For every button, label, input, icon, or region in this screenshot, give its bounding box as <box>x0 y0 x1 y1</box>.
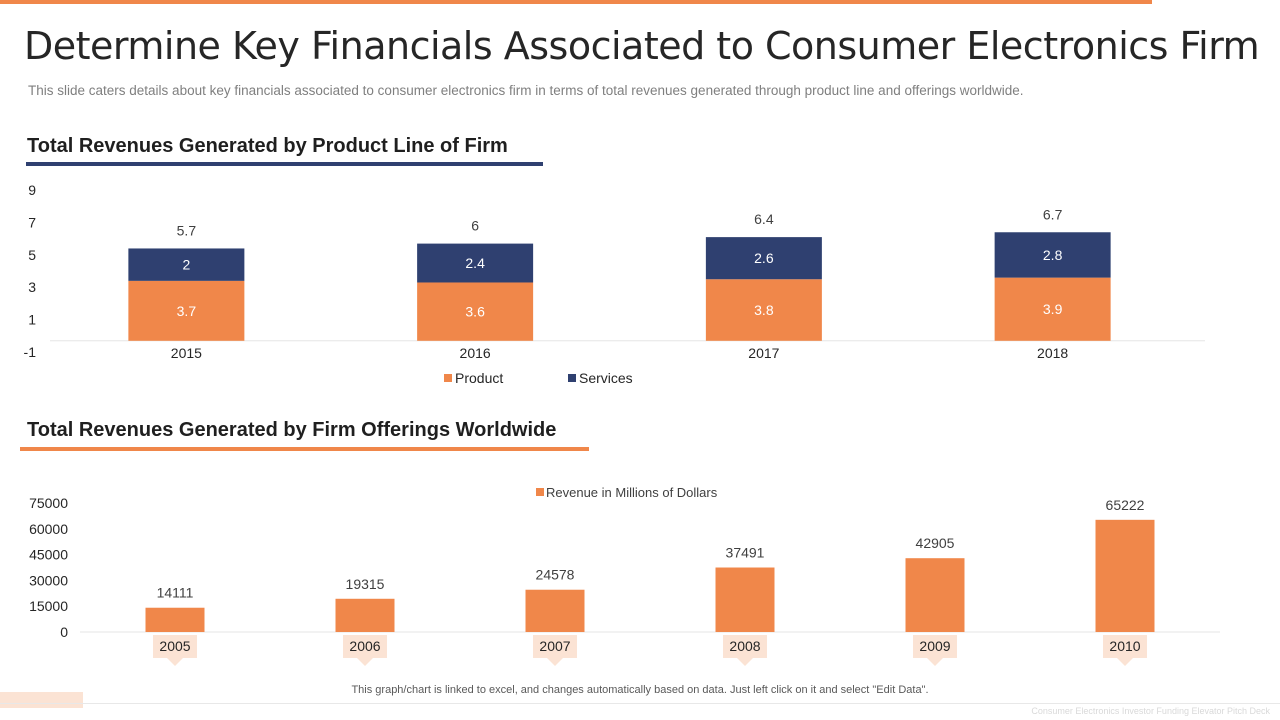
data-label-product: 3.6 <box>465 304 485 320</box>
footer-accent <box>0 692 83 708</box>
y-tick-label: 3 <box>28 279 36 295</box>
x-tick-label: 2016 <box>460 345 491 361</box>
x-tick-label: 2015 <box>171 345 202 361</box>
bar-services-2018 <box>994 232 1111 278</box>
legend-label-revenue: Revenue in Millions of Dollars <box>546 485 718 500</box>
bar-services-2015 <box>128 248 245 281</box>
offerings-title-underline <box>20 447 589 451</box>
y-tick-label: 15000 <box>29 598 68 614</box>
data-label: 14111 <box>157 585 194 601</box>
legend-swatch-product <box>444 374 452 382</box>
y-tick-label: 9 <box>28 182 36 198</box>
data-label: 24578 <box>536 567 575 583</box>
bar-2010 <box>1095 519 1155 632</box>
x-tick-label: 2008 <box>729 638 760 654</box>
footer-divider <box>0 703 1280 704</box>
bar-product-2017 <box>705 279 822 341</box>
data-label-product: 3.8 <box>754 302 774 318</box>
x-tick-label: 2018 <box>1037 345 1068 361</box>
data-label: 37491 <box>726 545 765 561</box>
data-label: 42905 <box>916 535 955 551</box>
page-subtitle: This slide caters details about key fina… <box>28 83 1024 98</box>
total-label: 6.4 <box>754 211 774 227</box>
category-tag <box>343 635 387 666</box>
bar-services-2016 <box>417 243 534 283</box>
product-line-title-underline <box>26 162 543 166</box>
category-tag <box>1103 635 1147 666</box>
legend-label-services: Services <box>579 370 633 386</box>
page-title: Determine Key Financials Associated to C… <box>24 24 1260 68</box>
y-tick-label: 60000 <box>29 521 68 537</box>
offerings-chart-title: Total Revenues Generated by Firm Offerin… <box>27 419 557 441</box>
y-tick-label: 0 <box>60 624 68 640</box>
y-tick-label: 30000 <box>29 572 68 588</box>
x-tick-label: 2006 <box>349 638 380 654</box>
data-label-product: 3.9 <box>1043 301 1063 317</box>
data-label-services: 2.8 <box>1043 247 1063 263</box>
bar-product-2018 <box>994 277 1111 341</box>
total-label: 6 <box>471 218 479 234</box>
x-tick-label: 2010 <box>1109 638 1140 654</box>
bar-2008 <box>715 567 775 632</box>
footer-note: This graph/chart is linked to excel, and… <box>351 684 929 696</box>
bar-services-2017 <box>705 237 822 280</box>
data-label-services: 2 <box>182 257 190 273</box>
y-tick-label: 5 <box>28 247 36 263</box>
y-tick-label: 75000 <box>29 495 68 511</box>
x-tick-label: 2017 <box>748 345 779 361</box>
total-label: 6.7 <box>1043 206 1063 222</box>
category-tag <box>913 635 957 666</box>
legend-swatch-services <box>568 374 576 382</box>
bar-2006 <box>335 598 395 632</box>
bar-2005 <box>145 607 205 632</box>
data-label-product: 3.7 <box>177 303 197 319</box>
product-line-chart-title: Total Revenues Generated by Product Line… <box>27 135 508 157</box>
legend-label-product: Product <box>455 370 503 386</box>
y-tick-label: -1 <box>24 344 37 360</box>
category-tag <box>153 635 197 666</box>
category-tag <box>723 635 767 666</box>
y-tick-label: 7 <box>28 214 36 230</box>
bar-2007 <box>525 589 585 632</box>
data-label: 65222 <box>1106 497 1145 513</box>
category-tag <box>533 635 577 666</box>
y-tick-label: 1 <box>28 312 36 328</box>
data-label-services: 2.4 <box>465 255 485 271</box>
data-label: 19315 <box>346 576 385 592</box>
y-tick-label: 45000 <box>29 547 68 563</box>
bar-product-2016 <box>417 282 534 341</box>
bar-2009 <box>905 558 965 632</box>
legend-swatch-revenue <box>536 488 544 496</box>
top-accent-bar <box>0 0 1152 4</box>
footer-brand: Consumer Electronics Investor Funding El… <box>1031 706 1270 716</box>
data-label-services: 2.6 <box>754 250 774 266</box>
x-tick-label: 2009 <box>919 638 950 654</box>
x-tick-label: 2005 <box>159 638 190 654</box>
x-tick-label: 2007 <box>539 638 570 654</box>
total-label: 5.7 <box>177 222 197 238</box>
bar-product-2015 <box>128 280 245 341</box>
